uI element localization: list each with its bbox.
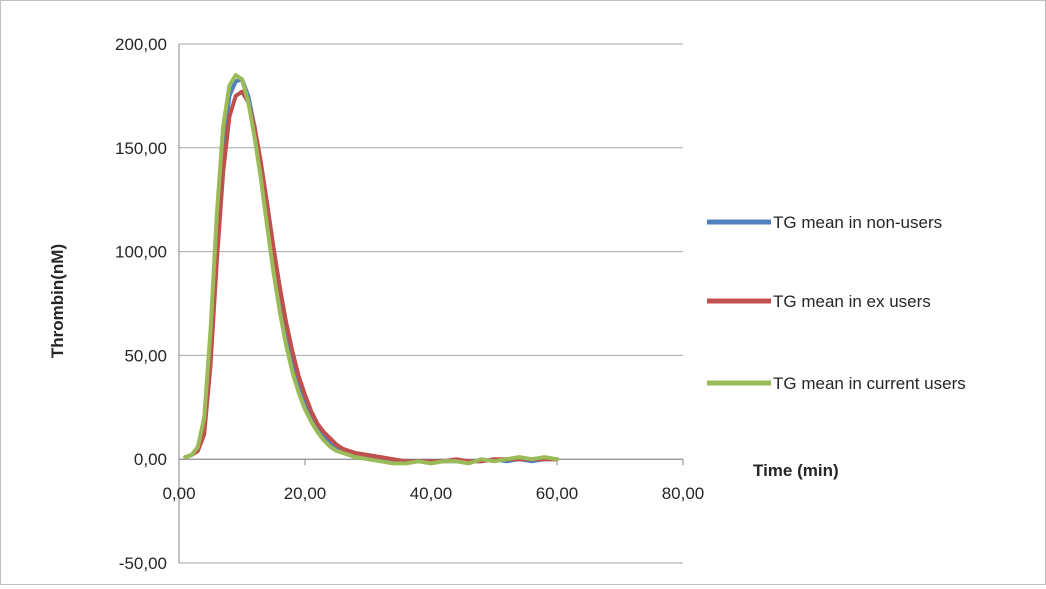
x-tick-label: 80,00 (662, 484, 705, 503)
legend-label: TG mean in non-users (773, 213, 942, 232)
series-line-1 (183, 89, 559, 464)
x-tick-label: 20,00 (284, 484, 327, 503)
y-axis-title: Thrombin(nM) (48, 244, 67, 358)
x-axis-title: Time (min) (753, 461, 839, 480)
x-tick-label: 60,00 (536, 484, 579, 503)
legend-label: TG mean in current users (773, 374, 966, 393)
series-line-2 (183, 73, 559, 466)
legend-label: TG mean in ex users (773, 292, 931, 311)
y-tick-label: -50,00 (119, 554, 167, 573)
x-tick-label: 40,00 (410, 484, 453, 503)
series-line-0 (183, 77, 559, 464)
legend: TG mean in non-users TG mean in ex users T… (707, 213, 966, 393)
tick-labels: 200,00 150,00 100,00 50,00 0,00 -50,00 0,00 20,… (115, 35, 704, 573)
y-tick-label: 50,00 (124, 346, 167, 365)
y-tick-label: 100,00 (115, 243, 167, 262)
y-tick-label: 150,00 (115, 139, 167, 158)
y-tick-label: 200,00 (115, 35, 167, 54)
y-tick-label: 0,00 (134, 450, 167, 469)
x-tick-label: 0,00 (162, 484, 195, 503)
series-lines (183, 73, 559, 466)
